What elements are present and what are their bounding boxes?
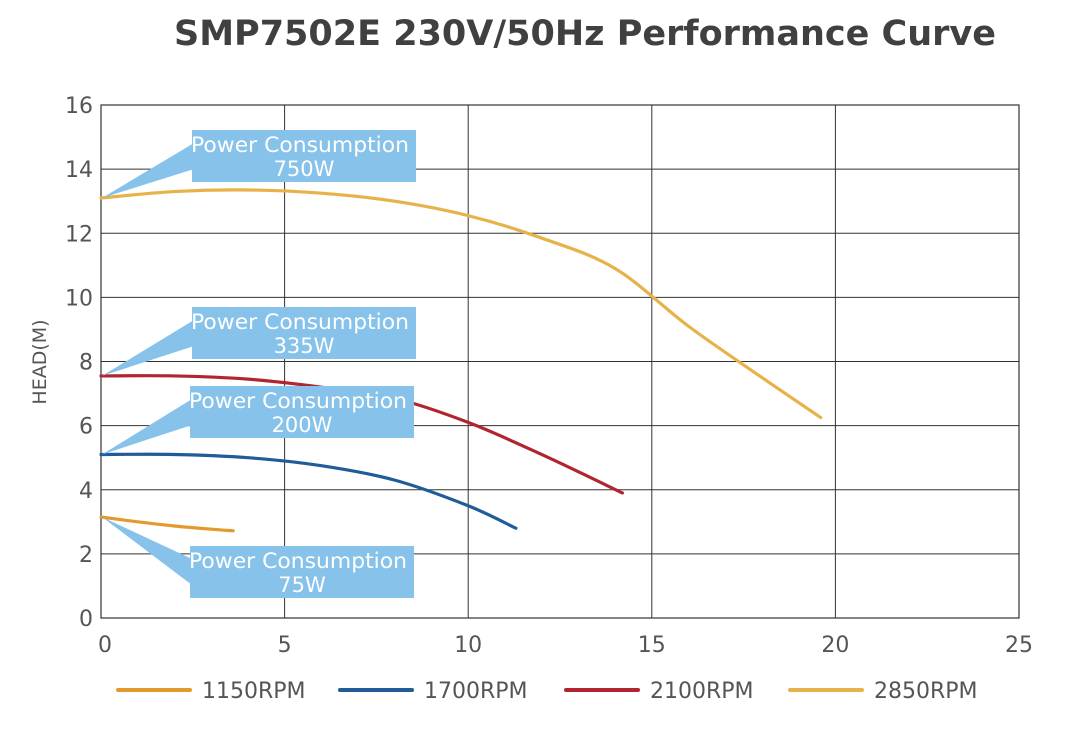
callout-pointer <box>102 399 192 455</box>
legend-item-1150rpm: 1150RPM <box>116 679 306 704</box>
callout-pointer <box>102 517 192 585</box>
callout-value: 750W <box>274 157 335 181</box>
legend-item-1700rpm: 1700RPM <box>338 679 528 704</box>
y-tick-label: 8 <box>79 351 93 376</box>
series-line-1700rpm <box>99 452 518 530</box>
y-axis-label: HEAD(M) <box>29 319 51 404</box>
x-tick-label: 15 <box>638 633 666 658</box>
series-line-1150rpm <box>99 515 235 533</box>
chart-title: SMP7502E 230V/50Hz Performance Curve <box>174 14 996 54</box>
callout-box <box>190 546 414 598</box>
series-line-2850rpm <box>99 188 823 420</box>
legend-label: 1150RPM <box>202 679 306 704</box>
callout-label: Power Consumption <box>191 133 409 157</box>
x-tick-label: 10 <box>454 633 482 658</box>
y-tick-label: 12 <box>65 222 93 247</box>
legend: 1150RPM 1700RPM 2100RPM 2850RPM <box>116 679 978 704</box>
legend-label: 2100RPM <box>650 679 754 704</box>
legend-label: 1700RPM <box>424 679 528 704</box>
callout-box <box>192 130 416 182</box>
x-tick-label: 0 <box>98 633 112 658</box>
legend-item-2100rpm: 2100RPM <box>564 679 754 704</box>
callout-box <box>192 307 416 359</box>
callout-value: 335W <box>274 334 335 358</box>
callout-box <box>190 386 414 438</box>
y-tick-label: 0 <box>79 607 93 632</box>
legend-item-2850rpm: 2850RPM <box>788 679 978 704</box>
callout-pointer <box>102 143 194 198</box>
callout-label: Power Consumption <box>189 549 407 573</box>
callout-value: 75W <box>278 573 326 597</box>
x-tick-label: 5 <box>278 633 292 658</box>
y-tick-label: 14 <box>65 158 93 183</box>
y-tick-label: 2 <box>79 543 93 568</box>
x-tick-label: 25 <box>1005 633 1033 658</box>
y-tick-label: 10 <box>65 286 93 311</box>
callout-value: 200W <box>272 413 333 437</box>
callout-label: Power Consumption <box>189 389 407 413</box>
callout-label: Power Consumption <box>191 310 409 334</box>
curves <box>99 188 823 533</box>
y-tick-label: 16 <box>65 94 93 119</box>
legend-label: 2850RPM <box>874 679 978 704</box>
x-tick-label: 20 <box>821 633 849 658</box>
callout-pointer <box>102 320 194 376</box>
y-tick-label: 6 <box>79 415 93 440</box>
tick-labels: 0 5 10 15 20 25 0 2 4 6 8 10 12 14 16 <box>65 94 1033 658</box>
y-tick-label: 4 <box>79 479 93 504</box>
